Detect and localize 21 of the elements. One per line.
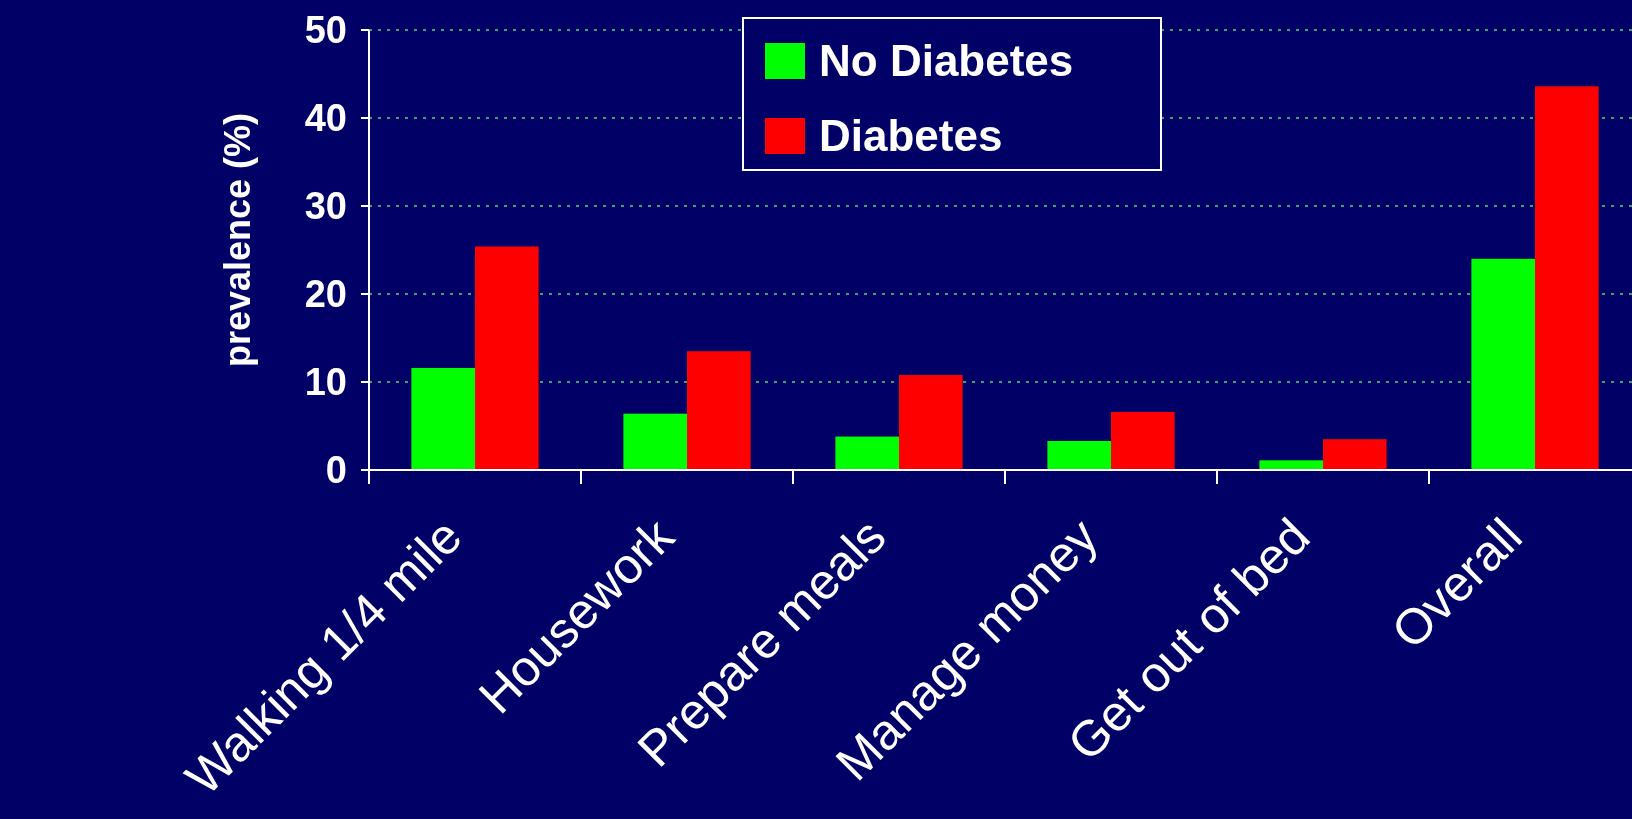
bar bbox=[687, 351, 751, 470]
y-tick-label: 0 bbox=[325, 449, 347, 492]
bar bbox=[411, 367, 475, 470]
y-tick-label: 10 bbox=[304, 361, 347, 404]
bar bbox=[1471, 258, 1535, 470]
legend-label: Diabetes bbox=[819, 111, 1003, 161]
bar bbox=[1047, 440, 1111, 470]
bar bbox=[1111, 411, 1175, 470]
bar bbox=[899, 374, 963, 470]
y-tick-label: 50 bbox=[304, 9, 347, 52]
y-tick-label: 30 bbox=[304, 185, 347, 228]
bar bbox=[835, 436, 899, 470]
bar bbox=[623, 413, 687, 470]
y-tick-label: 40 bbox=[304, 97, 347, 140]
legend-label: No Diabetes bbox=[819, 36, 1074, 86]
bar bbox=[1535, 86, 1599, 470]
y-axis-title: prevalence (%) bbox=[217, 112, 258, 368]
bar bbox=[475, 246, 539, 470]
bar bbox=[1259, 460, 1323, 470]
y-tick-label: 20 bbox=[304, 273, 347, 316]
bar bbox=[1323, 439, 1387, 470]
